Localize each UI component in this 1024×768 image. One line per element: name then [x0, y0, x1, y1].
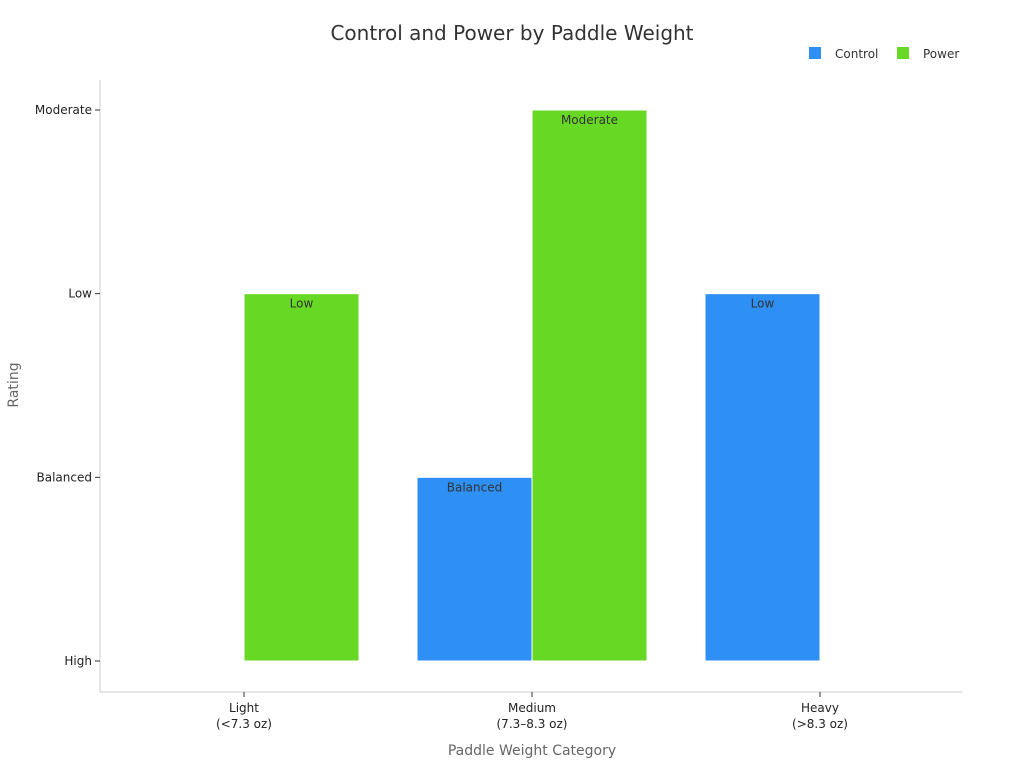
- bar-power: [531, 109, 648, 662]
- legend-swatch: [897, 47, 909, 59]
- y-tick-label: Balanced: [37, 470, 92, 484]
- y-tick-label: Low: [68, 287, 92, 301]
- bar-data-label: Balanced: [447, 480, 502, 494]
- x-tick-label: Light: [229, 701, 259, 715]
- legend: Control Power: [809, 47, 959, 61]
- y-tick-label: Moderate: [35, 103, 92, 117]
- x-tick-label: Medium: [508, 701, 556, 715]
- x-tick-label: (<7.3 oz): [216, 717, 272, 731]
- bar-power: [243, 293, 360, 662]
- legend-swatch: [809, 47, 821, 59]
- bar-data-label: Low: [290, 297, 314, 311]
- x-tick-label: (7.3–8.3 oz): [497, 717, 568, 731]
- bars: [243, 109, 821, 662]
- legend-label: Control: [835, 47, 878, 61]
- bar-control: [704, 293, 821, 662]
- bar-data-label: Moderate: [561, 113, 618, 127]
- legend-label: Power: [923, 47, 959, 61]
- chart-title: Control and Power by Paddle Weight: [330, 21, 693, 45]
- x-axis-title: Paddle Weight Category: [448, 743, 616, 759]
- bar-data-label: Low: [751, 297, 775, 311]
- x-axis-ticks: Light (<7.3 oz) Medium (7.3–8.3 oz) Heavy (>8…: [216, 692, 848, 731]
- x-tick-label: (>8.3 oz): [792, 717, 848, 731]
- x-tick-label: Heavy: [801, 701, 839, 715]
- y-tick-label: High: [64, 654, 92, 668]
- y-axis-ticks: High Balanced Low Moderate: [35, 103, 100, 668]
- bar-labels: Balanced Low Low Moderate: [290, 113, 775, 494]
- y-axis-title: Rating: [6, 362, 22, 407]
- bar-control: [416, 476, 533, 662]
